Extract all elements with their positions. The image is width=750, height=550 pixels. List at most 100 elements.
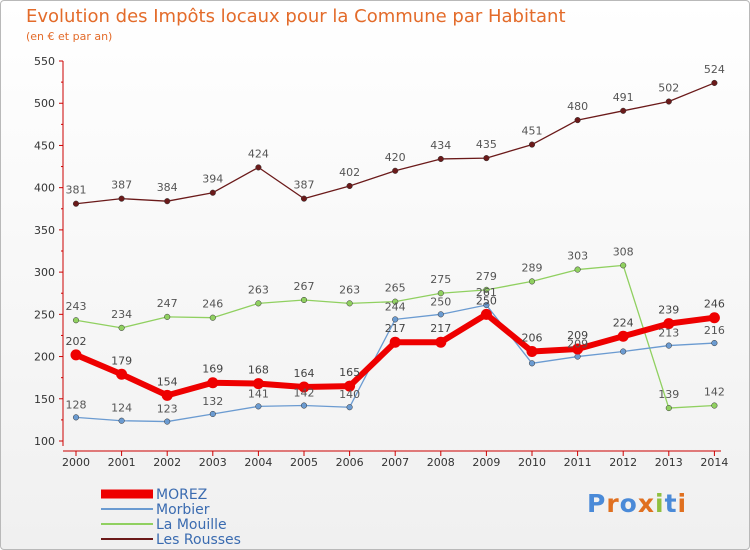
data-label: 246 [704, 298, 725, 311]
data-point [708, 312, 720, 324]
x-tick-label: 2009 [472, 456, 500, 469]
data-label: 250 [430, 295, 451, 308]
data-label: 139 [658, 388, 679, 401]
logo-letter: t [664, 489, 678, 518]
data-label: 267 [294, 280, 315, 293]
chart-axes: 100 150 200 250 300 350 400 450 500 550 2000 2001 20… [34, 55, 728, 469]
chart-value-labels: 381 387 384 394 424 387 402 420 434 435 451 480 491 5… [66, 63, 725, 416]
data-point [665, 405, 672, 412]
data-label: 206 [522, 331, 543, 344]
data-label: 168 [248, 364, 269, 377]
legend-label: Les Rousses [156, 532, 241, 548]
data-label: 217 [430, 322, 451, 335]
data-point [255, 300, 262, 307]
x-tick-label: 2004 [244, 456, 272, 469]
data-point [620, 262, 627, 269]
data-point [116, 368, 128, 380]
data-point [435, 336, 447, 348]
data-point [300, 195, 308, 202]
data-point [118, 324, 125, 331]
data-label: 128 [66, 398, 87, 411]
data-label: 154 [157, 375, 178, 388]
data-point [72, 414, 80, 421]
data-label: 524 [704, 63, 725, 76]
data-point [528, 278, 536, 285]
data-label: 279 [476, 270, 497, 283]
data-point [346, 404, 353, 411]
data-label: 124 [111, 402, 132, 415]
x-tick-label: 2007 [381, 456, 409, 469]
data-point [392, 298, 399, 305]
data-label: 243 [66, 300, 87, 313]
data-label: 275 [430, 273, 451, 286]
data-label: 451 [522, 125, 543, 138]
data-label: 142 [704, 386, 725, 399]
legend-label: La Mouille [156, 517, 227, 533]
y-tick-label: 150 [34, 393, 55, 406]
logo-letter: i [677, 489, 688, 518]
data-point [711, 79, 718, 87]
y-tick-label: 200 [34, 351, 55, 364]
data-point [164, 418, 171, 425]
legend-label: MOREZ [156, 487, 207, 503]
data-point [252, 378, 264, 390]
x-tick-label: 2014 [700, 456, 728, 469]
y-tick-label: 450 [34, 139, 55, 152]
data-label: 216 [704, 324, 725, 337]
data-label: 132 [202, 395, 223, 408]
data-label: 420 [385, 151, 406, 164]
data-point [528, 141, 536, 148]
data-point [72, 317, 80, 324]
data-label: 141 [248, 387, 269, 400]
data-label: 247 [157, 297, 178, 310]
data-point [344, 380, 356, 392]
y-tick-label: 400 [34, 182, 55, 195]
data-point [161, 389, 173, 401]
data-label: 202 [66, 335, 87, 348]
data-point [528, 360, 536, 367]
data-point [574, 266, 581, 273]
data-point [437, 311, 444, 318]
data-label: 381 [66, 184, 87, 197]
chart-title: Evolution des Impôts locaux pour la Comm… [26, 6, 566, 27]
data-label: 261 [476, 286, 497, 299]
data-point [72, 200, 80, 207]
logo-letter: r [606, 489, 620, 518]
data-point [617, 330, 629, 342]
data-label: 387 [111, 179, 132, 192]
data-label: 250 [476, 294, 497, 307]
data-label: 480 [567, 100, 588, 113]
data-label: 394 [202, 173, 223, 186]
data-point [572, 343, 584, 355]
data-label: 142 [294, 387, 315, 400]
data-point [392, 316, 399, 323]
data-point [255, 403, 262, 410]
data-point [346, 300, 353, 307]
data-label: 308 [613, 245, 634, 258]
y-tick-label: 550 [34, 55, 55, 68]
x-tick-label: 2010 [518, 456, 546, 469]
data-point [574, 117, 581, 124]
data-label: 209 [567, 329, 588, 342]
logo-letter: i [655, 489, 665, 518]
x-tick-label: 2003 [199, 456, 227, 469]
data-point [118, 417, 125, 424]
data-label: 491 [613, 91, 634, 104]
data-point [255, 164, 262, 171]
data-point [665, 342, 672, 349]
data-point [665, 98, 672, 105]
data-point [392, 167, 399, 174]
x-tick-label: 2011 [564, 456, 592, 469]
x-tick-label: 2006 [336, 456, 364, 469]
data-label: 387 [294, 179, 315, 192]
data-label: 140 [339, 388, 360, 401]
data-label: 289 [522, 261, 543, 274]
data-point [209, 189, 216, 196]
data-point [346, 182, 353, 190]
data-point [207, 377, 219, 389]
data-label: 165 [339, 366, 360, 379]
data-label: 434 [430, 139, 451, 152]
